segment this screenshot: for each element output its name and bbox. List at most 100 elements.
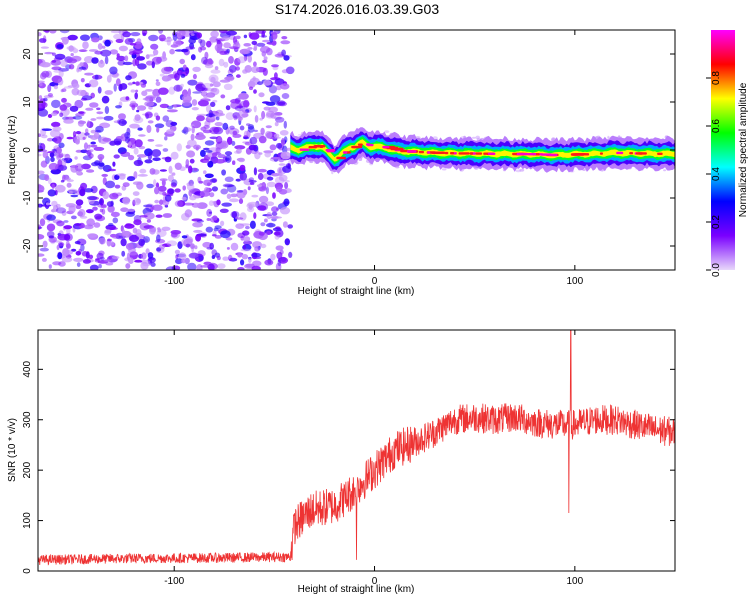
noise-blob — [188, 252, 200, 259]
noise-blob — [229, 198, 239, 203]
noise-blob — [284, 181, 289, 190]
noise-blob — [38, 234, 45, 240]
noise-blob — [91, 57, 99, 64]
signal-peak — [433, 151, 446, 154]
noise-blob — [54, 53, 66, 60]
noise-blob — [109, 140, 117, 146]
noise-blob — [155, 144, 163, 147]
noise-blob — [283, 120, 287, 129]
noise-blob — [260, 243, 267, 249]
noise-blob — [94, 213, 103, 220]
noise-blob — [231, 140, 236, 146]
noise-blob — [107, 205, 115, 213]
noise-blob — [215, 159, 226, 164]
noise-blob — [191, 107, 199, 111]
signal-peak — [357, 143, 363, 146]
noise-blob — [81, 95, 93, 101]
noise-blob — [132, 81, 136, 85]
noise-blob — [239, 125, 245, 131]
noise-blob — [152, 49, 159, 56]
noise-blob — [237, 253, 243, 258]
noise-blob — [269, 95, 281, 103]
noise-blob — [257, 81, 263, 86]
noise-blob — [40, 61, 51, 68]
signal-peak — [469, 152, 474, 155]
noise-blob — [190, 33, 195, 36]
noise-blob — [226, 30, 237, 36]
noise-blob — [219, 30, 228, 34]
noise-blob — [154, 199, 160, 204]
noise-blob — [109, 49, 118, 55]
noise-blob — [264, 259, 274, 266]
noise-blob — [231, 211, 238, 219]
noise-blob — [129, 234, 139, 242]
noise-blob — [98, 60, 105, 68]
noise-blob — [210, 101, 216, 107]
noise-blob — [253, 61, 257, 67]
noise-blob — [72, 83, 80, 89]
noise-blob — [265, 130, 273, 139]
noise-blob — [175, 254, 179, 260]
noise-blob — [101, 173, 108, 177]
noise-blob — [193, 168, 198, 171]
noise-blob — [270, 253, 276, 261]
noise-blob — [224, 176, 234, 183]
noise-blob — [91, 37, 100, 43]
noise-blob — [265, 201, 275, 206]
noise-blob — [179, 58, 185, 65]
signal-peak — [574, 153, 587, 156]
noise-blob — [115, 78, 121, 87]
noise-blob — [263, 79, 272, 86]
noise-blob — [41, 102, 48, 108]
noise-blob — [74, 223, 82, 226]
noise-blob — [235, 35, 241, 40]
colorbar-tick-label: 0.8 — [711, 71, 722, 85]
noise-blob — [45, 202, 50, 206]
noise-blob — [80, 149, 88, 154]
noise-blob — [39, 247, 49, 252]
noise-blob — [253, 105, 257, 113]
noise-blob — [106, 75, 112, 83]
noise-blob — [54, 184, 66, 193]
noise-blob — [232, 160, 236, 165]
noise-blob — [139, 215, 148, 218]
noise-blob — [269, 144, 277, 151]
noise-blob — [38, 253, 45, 257]
noise-blob — [254, 246, 261, 252]
noise-blob — [104, 106, 110, 114]
noise-blob — [214, 122, 223, 127]
noise-blob — [170, 121, 178, 126]
noise-blob — [212, 152, 218, 158]
noise-blob — [122, 61, 133, 66]
noise-blob — [235, 216, 239, 220]
snr-xtick-label: 0 — [372, 576, 378, 587]
signal-speckle — [618, 135, 621, 138]
noise-blob — [46, 214, 56, 221]
noise-blob — [202, 241, 212, 248]
noise-blob — [90, 144, 98, 148]
noise-blob — [265, 47, 273, 56]
noise-blob — [38, 203, 43, 208]
noise-blob — [50, 112, 58, 117]
noise-blob — [188, 189, 193, 197]
noise-blob — [66, 182, 72, 188]
noise-blob — [116, 173, 127, 177]
noise-blob — [127, 251, 138, 256]
noise-blob — [79, 62, 84, 67]
noise-blob — [195, 234, 202, 242]
noise-blob — [53, 85, 59, 90]
noise-blob — [84, 188, 94, 193]
noise-blob — [262, 39, 271, 43]
noise-blob — [205, 226, 213, 233]
noise-blob — [209, 242, 214, 250]
noise-blob — [253, 167, 257, 176]
snr-xtick-label: 100 — [566, 576, 583, 587]
signal-peak — [342, 151, 348, 154]
noise-blob — [151, 149, 162, 158]
spec-ytick-label: 20 — [22, 48, 33, 60]
noise-blob — [265, 186, 269, 195]
noise-blob — [67, 34, 78, 41]
noise-blob — [217, 263, 226, 269]
noise-blob — [60, 179, 65, 183]
